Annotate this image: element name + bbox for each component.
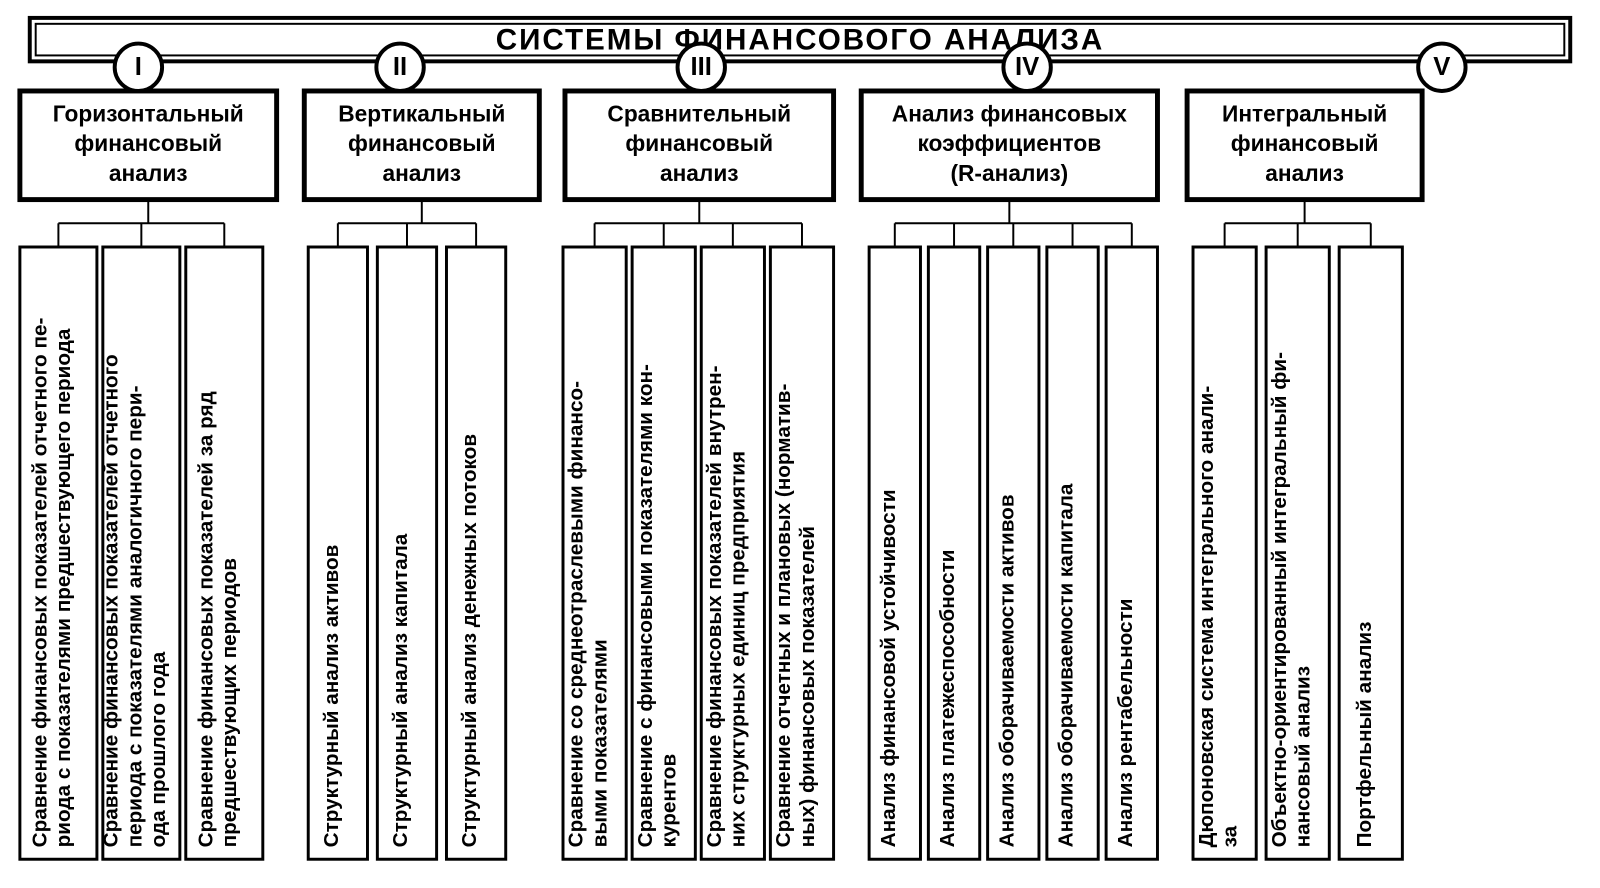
- category-label: анализ: [1265, 160, 1344, 186]
- category-label: Анализ финансовых: [892, 101, 1127, 127]
- leaf-label: риода с показателями предшествующего пер…: [52, 328, 75, 847]
- leaf-label: Портфельный анализ: [1353, 622, 1376, 848]
- category-label: Сравнительный: [607, 101, 791, 127]
- leaf-label: Анализ оборачиваемости активов: [995, 494, 1018, 847]
- leaf-label: Анализ платежеспособности: [936, 549, 959, 847]
- leaf-label: Объектно-ориентированный интегральный фи…: [1268, 352, 1291, 848]
- leaf-label: Анализ рентабельности: [1114, 599, 1137, 848]
- leaf-label: них структурных единиц предприятия: [727, 451, 750, 848]
- leaf-label: Сравнение со среднеотраслевыми финансо-: [565, 381, 588, 848]
- leaf-label: Сравнение отчетных и плановых (норматив-: [772, 384, 795, 848]
- leaf-label: Сравнение финансовых показателей внутрен…: [703, 365, 726, 847]
- leaf-label: Сравнение с финансовыми показателями кон…: [634, 364, 657, 847]
- leaf-label: предшествующих периодов: [218, 558, 241, 847]
- leaf-label: Анализ финансовой устойчивости: [877, 489, 900, 847]
- leaf-label: выми показателями: [588, 639, 611, 847]
- leaf-label: периода с показателями аналогичного пери…: [123, 385, 146, 847]
- category-label: анализ: [660, 160, 739, 186]
- category-label: финансовый: [1231, 130, 1379, 156]
- leaf-label: Структурный анализ денежных потоков: [458, 434, 481, 847]
- leaf-label: Сравнение финансовых показателей отчетно…: [29, 318, 52, 848]
- diagram-canvas: СИСТЕМЫ ФИНАНСОВОГО АНАЛИЗАГоризонтальны…: [10, 10, 1590, 878]
- category-label: финансовый: [74, 130, 222, 156]
- leaf-label: Дюпоновская система интегрального анали-: [1195, 386, 1218, 848]
- leaf-label: Сравнение финансовых показателей отчетно…: [100, 354, 123, 847]
- leaf-label: ода прошлого года: [147, 651, 170, 847]
- leaf-label: курентов: [658, 754, 681, 848]
- category-label: Интегральный: [1222, 101, 1387, 127]
- leaf-label: Структурный анализ активов: [320, 545, 343, 848]
- category-label: Вертикальный: [338, 101, 505, 127]
- roman-numeral: IV: [1015, 53, 1039, 81]
- category-label: финансовый: [348, 130, 496, 156]
- category-label: Горизонтальный: [53, 101, 244, 127]
- roman-numeral: V: [1433, 53, 1450, 81]
- roman-numeral: I: [135, 53, 142, 81]
- leaf-label: нансовый анализ: [1292, 666, 1315, 847]
- category-label: анализ: [109, 160, 188, 186]
- leaf-label: Структурный анализ капитала: [389, 533, 412, 847]
- leaf-label: Сравнение финансовых показателей за ряд: [194, 391, 217, 847]
- category-label: финансовый: [625, 130, 773, 156]
- leaf-label: Анализ оборачиваемости капитала: [1055, 483, 1078, 847]
- category-label: (R-анализ): [950, 160, 1068, 186]
- roman-numeral: III: [691, 53, 712, 81]
- category-label: анализ: [382, 160, 461, 186]
- roman-numeral: II: [393, 53, 407, 81]
- leaf-label: за: [1218, 825, 1241, 847]
- category-label: коэффициентов: [917, 130, 1101, 156]
- leaf-label: ных) финансовых показателей: [796, 526, 819, 847]
